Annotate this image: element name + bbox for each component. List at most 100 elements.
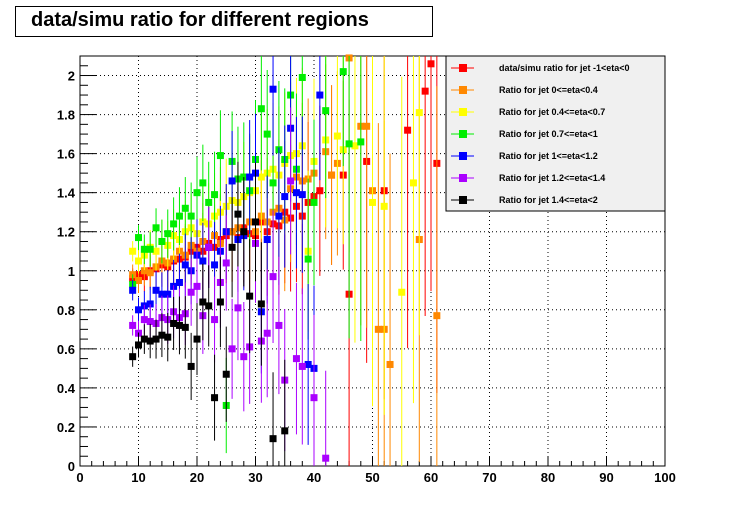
x-tick-label: 90 [599, 470, 613, 485]
x-tick-label: 40 [307, 470, 321, 485]
legend: data/simu ratio for jet -1<eta<0 Ratio fo… [445, 55, 666, 212]
x-tick-label: 100 [654, 470, 676, 485]
data-point [292, 355, 300, 363]
data-point [158, 290, 166, 298]
data-point [275, 212, 283, 220]
data-point [205, 302, 213, 310]
data-point [146, 318, 154, 326]
data-point [269, 273, 277, 281]
data-point [333, 132, 341, 140]
data-point [281, 193, 289, 201]
data-point [175, 278, 183, 286]
data-point [386, 360, 394, 368]
legend-entry: Ratio for jet 0.4<=eta<0.7 [451, 107, 605, 117]
legend-marker [459, 130, 467, 138]
data-point [304, 255, 312, 263]
x-tick-label: 60 [424, 470, 438, 485]
data-point [152, 286, 160, 294]
data-point [222, 370, 230, 378]
data-point [404, 126, 412, 134]
data-point [252, 218, 259, 226]
x-tick-label: 70 [482, 470, 496, 485]
data-point [322, 454, 330, 462]
data-point [205, 243, 213, 251]
data-point [135, 257, 142, 265]
data-point [146, 337, 154, 345]
x-axis: 0 10 20 30 40 50 60 70 80 90 100 [76, 456, 676, 485]
y-tick-label: 0 [68, 459, 75, 474]
data-point [228, 243, 236, 251]
data-point [292, 189, 300, 197]
data-point [298, 362, 306, 370]
data-point [281, 427, 289, 435]
data-point [205, 198, 213, 206]
legend-marker [459, 86, 467, 94]
data-point [246, 292, 254, 300]
data-point [140, 245, 148, 253]
data-point [129, 247, 137, 255]
data-point [211, 191, 219, 199]
x-tick-label: 10 [131, 470, 145, 485]
data-point [421, 87, 429, 95]
legend-label: Ratio for jet 1.2<=eta<1.4 [499, 173, 605, 183]
legend-label: Ratio for jet 0<=eta<0.4 [499, 85, 598, 95]
data-point [234, 210, 242, 218]
data-point [164, 230, 172, 238]
data-point [345, 140, 353, 148]
data-point [263, 236, 271, 244]
data-point [140, 316, 148, 324]
data-point [158, 237, 166, 245]
legend-entry: data/simu ratio for jet -1<eta<0 [451, 63, 630, 73]
data-point [152, 247, 160, 255]
y-tick-label: 1 [68, 264, 75, 279]
data-point [181, 323, 189, 331]
data-point [135, 306, 142, 314]
legend-marker [459, 196, 467, 204]
x-tick-label: 30 [248, 470, 262, 485]
data-point [234, 304, 242, 312]
data-point [287, 177, 295, 185]
data-point [152, 335, 160, 343]
data-point [152, 224, 160, 232]
data-point [181, 261, 189, 269]
data-point [374, 325, 382, 333]
data-point [228, 345, 236, 353]
y-tick-label: 0.2 [57, 420, 75, 435]
y-tick-label: 0.6 [57, 342, 75, 357]
data-point [298, 73, 306, 81]
data-point [322, 107, 330, 115]
data-point [193, 189, 201, 197]
data-point [240, 353, 248, 361]
data-point [129, 286, 137, 294]
data-point [433, 312, 441, 320]
chart-title: data/simu ratio for different regions [31, 9, 369, 31]
data-point [269, 435, 277, 443]
data-point [298, 191, 306, 199]
data-point [363, 122, 371, 130]
data-point [140, 335, 148, 343]
y-tick-label: 0.8 [57, 303, 75, 318]
legend-entry: Ratio for jet 0<=eta<0.4 [451, 85, 598, 95]
data-point [398, 288, 406, 296]
legend-label: Ratio for jet 0.4<=eta<0.7 [499, 107, 605, 117]
data-point [129, 353, 137, 361]
title-box: data/simu ratio for different regions [15, 6, 433, 37]
data-point [263, 130, 271, 138]
data-point [257, 300, 265, 308]
data-point [351, 142, 359, 150]
data-point [164, 333, 172, 341]
data-point [263, 329, 271, 337]
data-point [181, 204, 189, 212]
data-point [199, 298, 207, 306]
data-point [357, 138, 365, 146]
y-axis: 0 0.2 0.4 0.6 0.8 1 1.2 1.4 1.6 1.8 2 [57, 65, 96, 474]
legend-label: Ratio for jet 1<=eta<1.2 [499, 151, 598, 161]
y-tick-label: 1.8 [57, 108, 75, 123]
data-point [135, 341, 142, 349]
y-tick-label: 0.4 [57, 381, 76, 396]
data-point [146, 269, 154, 277]
legend-label: Ratio for jet 1.4<=eta<2 [499, 195, 598, 205]
y-tick-label: 1.2 [57, 225, 75, 240]
data-point [257, 173, 265, 181]
